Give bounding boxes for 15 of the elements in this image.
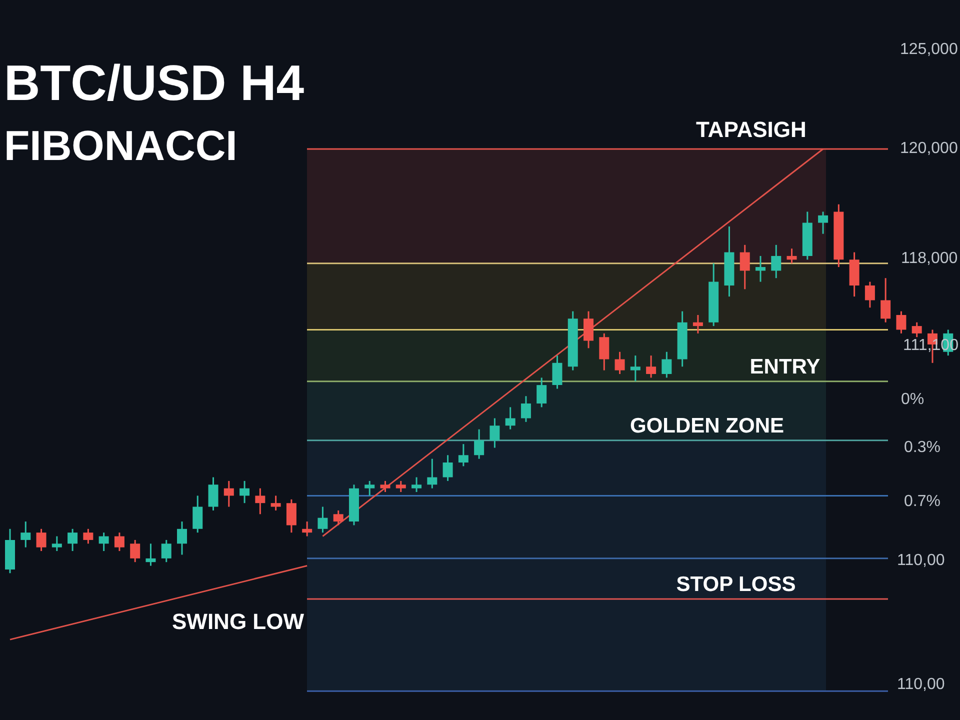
text: SWING LOW [172,609,304,635]
text: 110,00 [897,676,945,694]
text: TAPASIGH [696,117,806,143]
annotation: STOP LOSS [676,572,796,596]
annotation: 110,00 [897,552,945,570]
annotation: GOLDEN ZONE [630,414,784,438]
chart-title: BTC/USD H4 [4,54,304,112]
annotation: 0% [901,391,924,409]
annotation: 118,000 [901,250,958,268]
chart-subtitle: FIBONACCI [4,122,238,170]
text: 125,000 [900,41,958,59]
annotation: 0.7% [904,493,940,511]
annotation: 0.3% [904,439,940,457]
text: 120,000 [900,140,958,158]
annotation: ENTRY [750,355,820,378]
